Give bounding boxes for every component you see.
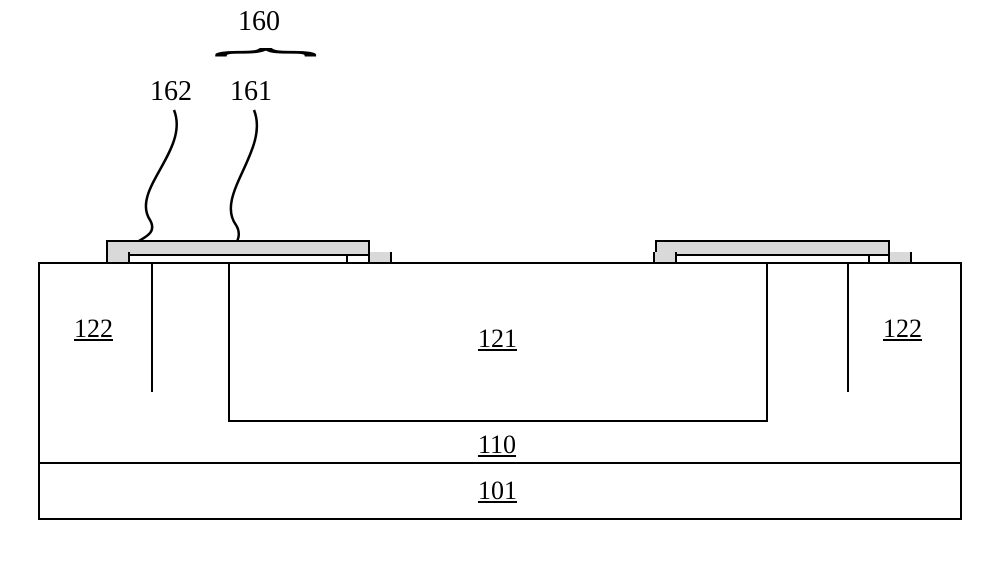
gate-cap-step-left-l <box>106 252 130 264</box>
ref-122-left: 122 <box>74 314 113 344</box>
ref-122-right: 122 <box>883 314 922 344</box>
gate-cap-step-left-r <box>368 252 392 264</box>
label-162: 162 <box>150 76 192 108</box>
cross-section: 122 122 121 110 101 <box>38 262 962 520</box>
leader-161-curve <box>231 110 257 252</box>
diagram-canvas: 160 ⏞ 162 161 122 122 121 110 101 <box>0 0 1000 562</box>
gate-cap-step-right-l <box>653 252 677 264</box>
leader-162-curve <box>136 110 177 243</box>
label-160: 160 <box>238 6 280 38</box>
gate-cap-162-right <box>655 240 890 256</box>
ref-110: 110 <box>478 430 516 460</box>
label-161: 161 <box>230 76 272 108</box>
gate-cap-step-right-r <box>888 252 912 264</box>
ref-101: 101 <box>478 476 517 506</box>
gate-cap-162-left <box>106 240 370 256</box>
ref-121: 121 <box>478 324 517 354</box>
